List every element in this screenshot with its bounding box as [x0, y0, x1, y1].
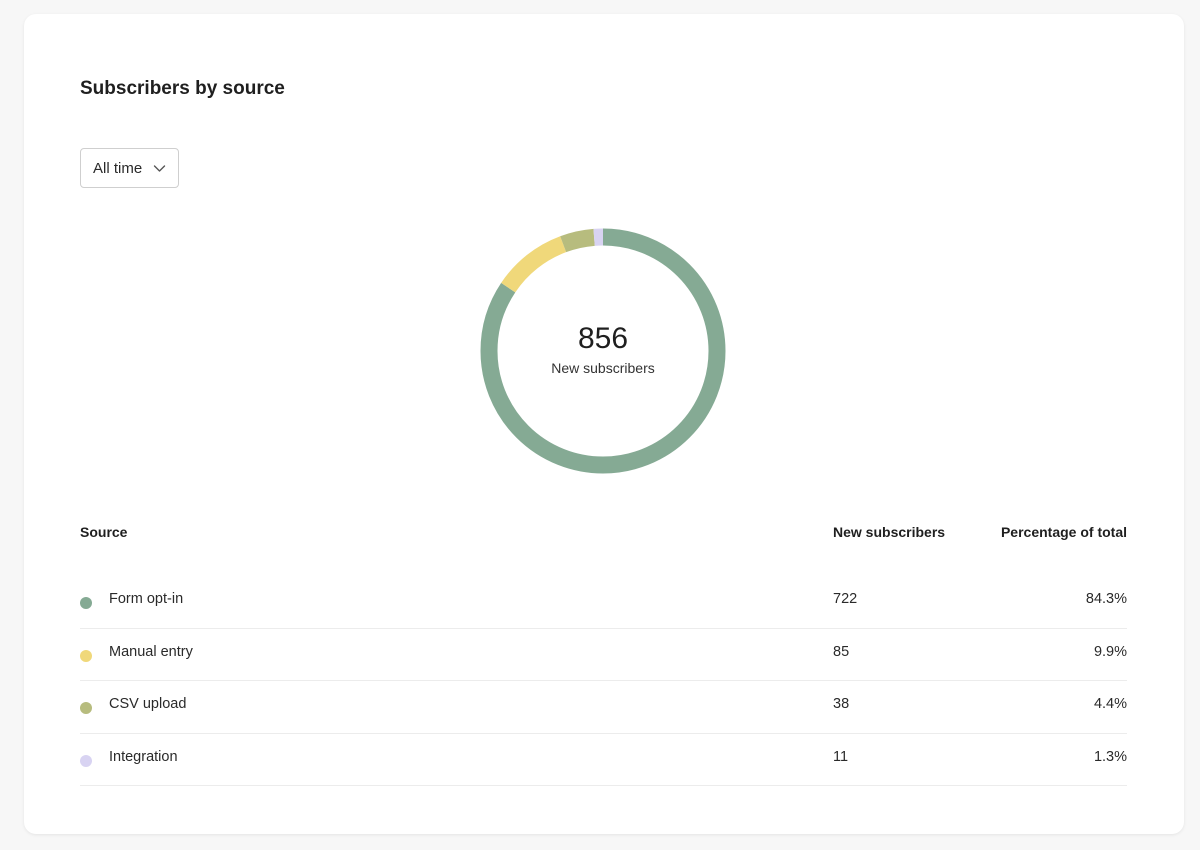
row-percent: 84.3%	[1085, 591, 1127, 607]
donut-chart	[480, 228, 726, 474]
row-count: 11	[833, 748, 849, 765]
time-range-selected: All time	[93, 159, 143, 177]
row-source: Integration	[109, 748, 178, 765]
row-percent: 4.4%	[1093, 696, 1127, 712]
row-count: 38	[833, 696, 850, 712]
header-source: Source	[80, 524, 128, 540]
table-rows: Form opt-in 722 84.3% Manual entry 85 9.…	[80, 576, 1127, 786]
total-subscribers-label: New subscribers	[551, 360, 655, 376]
donut-slice-integration	[480, 228, 726, 474]
legend-dot	[80, 702, 92, 714]
card-title: Subscribers by source	[80, 78, 285, 99]
row-count: 85	[833, 643, 850, 660]
table-row: Manual entry 85 9.9%	[80, 629, 1127, 681]
row-source: CSV upload	[109, 696, 187, 712]
table-header: Source New subscribers Percentage of tot…	[80, 524, 1127, 556]
legend-dot	[80, 597, 92, 609]
row-percent: 1.3%	[1093, 748, 1127, 765]
chevron-down-icon	[153, 165, 166, 172]
total-subscribers-value: 856	[577, 322, 629, 355]
table-row: Integration 11 1.3%	[80, 734, 1127, 786]
legend-dot	[80, 754, 92, 767]
header-percentage: Percentage of total	[1000, 524, 1127, 540]
row-percent: 9.9%	[1093, 643, 1127, 660]
header-new-subscribers: New subscribers	[833, 524, 946, 540]
legend-dot	[80, 649, 92, 662]
time-range-dropdown[interactable]: All time	[80, 148, 179, 188]
row-source: Form opt-in	[109, 591, 184, 607]
source-table: Source New subscribers Percentage of tot…	[80, 524, 1127, 786]
row-source: Manual entry	[109, 643, 193, 660]
row-count: 722	[833, 591, 858, 607]
subscribers-by-source-card: Subscribers by source All time 856 New s…	[24, 14, 1184, 834]
table-row: Form opt-in 722 84.3%	[80, 576, 1127, 629]
table-row: CSV upload 38 4.4%	[80, 681, 1127, 734]
